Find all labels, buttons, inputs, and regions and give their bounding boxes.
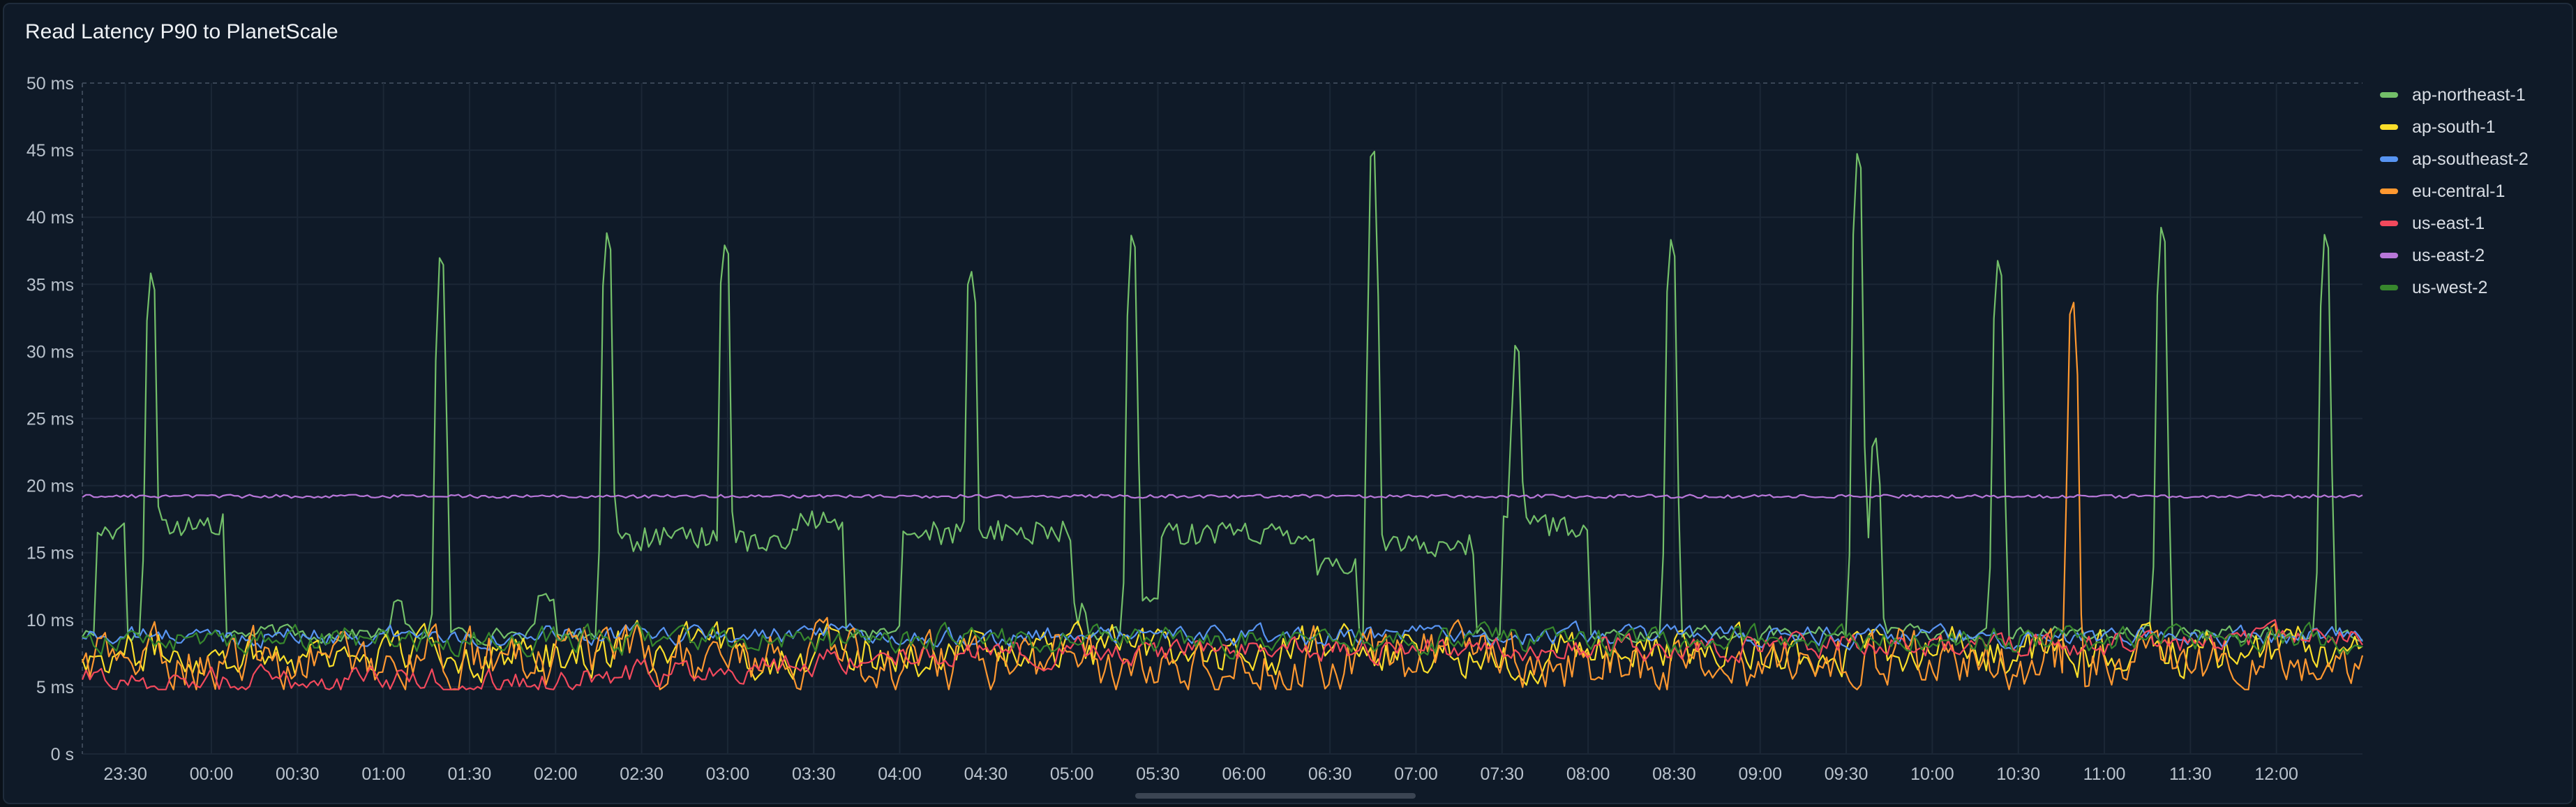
y-tick-label: 30 ms (27, 342, 74, 362)
series-line-us-west-2 (82, 621, 2363, 660)
legend-swatch (2380, 188, 2398, 194)
x-tick-label: 02:00 (534, 764, 578, 784)
legend-label: ap-southeast-2 (2412, 149, 2529, 169)
y-tick-label: 10 ms (27, 611, 74, 630)
legend-swatch (2380, 92, 2398, 98)
legend-swatch (2380, 253, 2398, 258)
legend-item-ap-south-1[interactable]: ap-south-1 (2380, 111, 2529, 143)
x-tick-label: 10:30 (1996, 764, 2040, 784)
y-tick-label: 25 ms (27, 410, 74, 429)
series-layer (81, 150, 2364, 690)
legend-item-us-west-2[interactable]: us-west-2 (2380, 272, 2529, 304)
x-tick-label: 09:00 (1738, 764, 1782, 784)
chart-legend: ap-northeast-1 ap-south-1 ap-southeast-2 eu… (2380, 79, 2529, 304)
x-tick-label: 03:30 (792, 764, 836, 784)
x-tick-label: 08:00 (1566, 764, 1610, 784)
legend-swatch (2380, 221, 2398, 226)
legend-label: eu-central-1 (2412, 181, 2506, 201)
x-tick-label: 09:30 (1825, 764, 1869, 784)
x-tick-label: 00:00 (190, 764, 234, 784)
y-tick-label: 15 ms (27, 544, 74, 563)
series-line-eu-central-1 (81, 302, 2364, 690)
x-tick-label: 02:30 (620, 764, 664, 784)
x-tick-label: 07:30 (1481, 764, 1525, 784)
y-tick-label: 0 s (51, 745, 74, 764)
x-tick-label: 05:00 (1050, 764, 1094, 784)
series-line-ap-northeast-1 (82, 150, 2363, 646)
series-line-us-east-2 (82, 494, 2363, 499)
legend-label: us-east-1 (2412, 213, 2485, 233)
y-tick-label: 40 ms (27, 208, 74, 228)
x-tick-label: 12:00 (2254, 764, 2298, 784)
y-tick-label: 20 ms (27, 477, 74, 496)
x-tick-label: 06:30 (1308, 764, 1352, 784)
legend-swatch (2380, 285, 2398, 290)
legend-swatch (2380, 124, 2398, 130)
y-axis: 0 s 5 ms 10 ms 15 ms 20 ms 25 ms 30 ms 35 ms 40 … (27, 74, 74, 764)
x-tick-label: 04:30 (964, 764, 1008, 784)
x-tick-label: 07:00 (1394, 764, 1438, 784)
legend-swatch (2380, 156, 2398, 162)
legend-label: us-east-2 (2412, 245, 2485, 265)
x-axis: 23:30 00:00 00:30 01:00 01:30 02:00 02:30 03:00… (103, 764, 2298, 784)
x-tick-label: 10:00 (1910, 764, 1954, 784)
legend-label: ap-northeast-1 (2412, 84, 2526, 105)
legend-item-us-east-1[interactable]: us-east-1 (2380, 207, 2529, 239)
x-tick-label: 11:30 (2169, 764, 2212, 784)
x-tick-label: 06:00 (1222, 764, 1266, 784)
legend-item-eu-central-1[interactable]: eu-central-1 (2380, 175, 2529, 207)
y-tick-label: 45 ms (27, 141, 74, 161)
legend-label: ap-south-1 (2412, 117, 2496, 137)
legend-item-us-east-2[interactable]: us-east-2 (2380, 239, 2529, 272)
x-tick-label: 11:00 (2083, 764, 2126, 784)
legend-item-ap-northeast-1[interactable]: ap-northeast-1 (2380, 79, 2529, 111)
x-tick-label: 01:00 (361, 764, 405, 784)
grid-layer (82, 82, 2362, 755)
legend-label: us-west-2 (2412, 277, 2488, 297)
panel-title: Read Latency P90 to PlanetScale (25, 20, 338, 43)
x-tick-label: 05:30 (1136, 764, 1180, 784)
x-tick-label: 08:30 (1652, 764, 1696, 784)
x-tick-label: 00:30 (276, 764, 320, 784)
legend-item-ap-southeast-2[interactable]: ap-southeast-2 (2380, 143, 2529, 175)
x-tick-label: 04:00 (878, 764, 922, 784)
y-tick-label: 35 ms (27, 275, 74, 295)
x-tick-label: 23:30 (103, 764, 147, 784)
y-tick-label: 50 ms (27, 74, 74, 94)
horizontal-scrollbar[interactable] (1135, 793, 1416, 799)
x-tick-label: 01:30 (448, 764, 492, 784)
x-tick-label: 03:00 (706, 764, 750, 784)
y-tick-label: 5 ms (36, 678, 74, 697)
